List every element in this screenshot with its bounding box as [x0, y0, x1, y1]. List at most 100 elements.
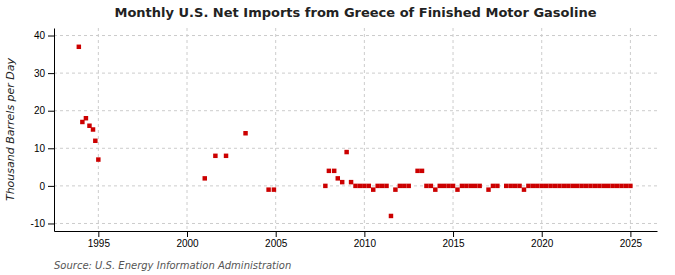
x-tick-mark: [276, 231, 277, 237]
point: [446, 184, 450, 188]
point: [575, 184, 579, 188]
point: [224, 154, 228, 158]
point: [93, 139, 97, 143]
x-tick-label: 2005: [265, 238, 288, 249]
x-axis-line: [55, 231, 658, 232]
y-tick-mark: [48, 36, 54, 37]
point: [619, 184, 623, 188]
y-grid-line: [54, 35, 657, 36]
point: [402, 184, 406, 188]
y-tick-label: -10: [31, 218, 46, 229]
title: Monthly U.S. Net Imports from Greece of …: [115, 5, 597, 20]
y-tick: 10: [34, 143, 54, 154]
point: [486, 187, 490, 191]
point: [415, 169, 419, 173]
y-grid-line: [54, 148, 657, 149]
point: [539, 184, 543, 188]
point: [429, 184, 433, 188]
point: [610, 184, 614, 188]
point: [526, 184, 530, 188]
point: [393, 187, 397, 191]
x-grid-line: [453, 28, 454, 231]
point: [406, 184, 410, 188]
point: [535, 184, 539, 188]
x-axis: 1995 2000 2005 2010 2015 2020 2025: [55, 231, 658, 249]
point: [451, 184, 455, 188]
x-tick: 2020: [531, 231, 554, 249]
point: [562, 184, 566, 188]
x-grid-line: [364, 28, 365, 231]
point: [588, 184, 592, 188]
point: [544, 184, 548, 188]
point: [367, 184, 371, 188]
x-tick-label: 2010: [354, 238, 377, 249]
y-tick: -10: [31, 218, 54, 229]
point: [602, 184, 606, 188]
y-grid-line: [54, 73, 657, 74]
point: [353, 184, 357, 188]
point: [398, 184, 402, 188]
point: [566, 184, 570, 188]
point: [266, 187, 270, 191]
x-grid-line: [98, 28, 99, 231]
point: [96, 157, 100, 161]
y-tick-label: 40: [34, 30, 46, 41]
grid: [54, 28, 657, 231]
x-tick: 2005: [265, 231, 288, 249]
point: [375, 184, 379, 188]
point: [477, 184, 481, 188]
point: [548, 184, 552, 188]
x-tick: 2000: [176, 231, 199, 249]
x-tick-mark: [542, 231, 543, 237]
x-tick: 1995: [88, 231, 111, 249]
y-axis-title: Thousand Barrels per Day: [4, 57, 17, 201]
point: [384, 184, 388, 188]
y-grid-line: [54, 110, 657, 111]
point: [584, 184, 588, 188]
point: [597, 184, 601, 188]
x-tick: 2010: [354, 231, 377, 249]
x-tick-label: 2015: [442, 238, 465, 249]
point: [473, 184, 477, 188]
x-tick-mark: [187, 231, 188, 237]
point: [84, 116, 88, 120]
y-tick: 40: [34, 30, 54, 41]
x-tick-label: 2025: [620, 238, 643, 249]
point: [327, 169, 331, 173]
y-tick-mark: [48, 186, 54, 187]
point: [508, 184, 512, 188]
annotation: Source: U.S. Energy Information Administ…: [54, 260, 291, 271]
point: [340, 180, 344, 184]
point: [571, 184, 575, 188]
point: [336, 176, 340, 180]
x-grid-line: [541, 28, 542, 231]
chart: 1995200020052010201520202025-10010203040…: [0, 0, 675, 275]
point: [424, 184, 428, 188]
point: [606, 184, 610, 188]
point: [442, 184, 446, 188]
point: [323, 184, 327, 188]
point: [332, 169, 336, 173]
x-tick-mark: [98, 231, 99, 237]
x-tick-mark: [453, 231, 454, 237]
y-tick: 30: [34, 68, 54, 79]
point: [243, 131, 247, 135]
point: [203, 176, 207, 180]
points: [77, 45, 633, 219]
y-grid-line: [54, 223, 657, 224]
point: [491, 184, 495, 188]
point: [593, 184, 597, 188]
y-axis: -10010203040: [31, 29, 55, 232]
x-tick-mark: [630, 231, 631, 237]
point: [455, 187, 459, 191]
point: [522, 187, 526, 191]
point: [469, 184, 473, 188]
y-tick-label: 30: [34, 68, 46, 79]
y-axis-line: [54, 29, 55, 232]
point: [389, 214, 393, 218]
point: [517, 184, 521, 188]
point: [272, 187, 276, 191]
x-tick-label: 2000: [176, 238, 199, 249]
y-tick-label: 20: [34, 105, 46, 116]
point: [624, 184, 628, 188]
